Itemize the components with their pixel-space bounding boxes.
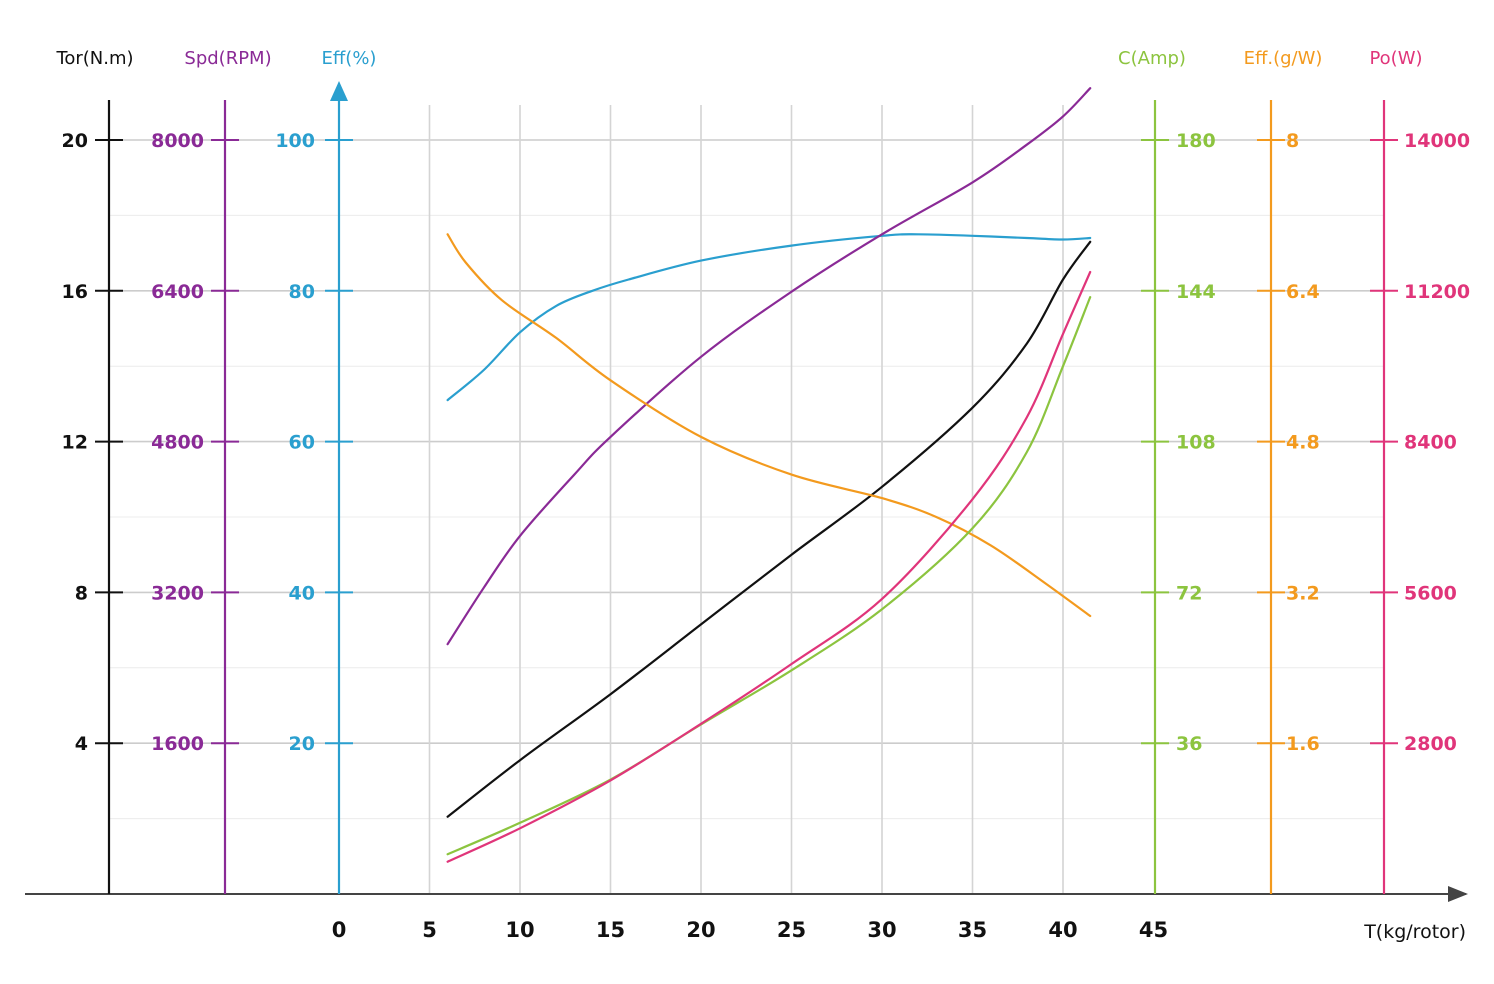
tick-label-po: 2800 <box>1404 733 1457 755</box>
tick-label-cur: 72 <box>1176 582 1202 604</box>
tick-label-cur: 36 <box>1176 733 1202 755</box>
tick-label-spd: 8000 <box>151 130 204 152</box>
grid <box>109 105 1384 894</box>
tick-label-spd: 3200 <box>151 582 204 604</box>
axis-title-cur: C(Amp) <box>1118 48 1186 69</box>
x-tick-label: 10 <box>505 918 534 942</box>
axis-title-eff: Eff(%) <box>322 48 377 69</box>
tick-label-effg: 6.4 <box>1286 281 1320 303</box>
axis-title-effg: Eff.(g/W) <box>1244 48 1323 69</box>
tick-label-tor: 16 <box>62 281 88 303</box>
series-line-tor <box>446 240 1092 818</box>
x-tick-label: 40 <box>1048 918 1077 942</box>
x-tick-label: 15 <box>596 918 625 942</box>
axes <box>25 81 1468 902</box>
tick-label-cur: 180 <box>1176 130 1216 152</box>
x-tick-label: 35 <box>958 918 987 942</box>
tick-label-po: 8400 <box>1404 432 1457 454</box>
tick-label-effg: 8 <box>1286 130 1299 152</box>
tick-label-cur: 144 <box>1176 281 1216 303</box>
axis-arrow-eff <box>330 81 348 101</box>
tick-label-po: 11200 <box>1404 281 1470 303</box>
tick-label-po: 5600 <box>1404 582 1457 604</box>
labels: Tor(N.m) 4 8 12 16 20 Spd(RPM) 1600 3200 4800 6400… <box>55 48 1470 943</box>
x-tick-label: 30 <box>867 918 896 942</box>
tick-label-eff: 40 <box>289 582 315 604</box>
tick-label-tor: 4 <box>75 733 88 755</box>
x-axis-title: T(kg/rotor) <box>1363 921 1466 943</box>
series-line-po <box>446 270 1092 863</box>
series-line-spd <box>446 87 1092 646</box>
tick-label-tor: 12 <box>62 432 88 454</box>
x-tick-label: 45 <box>1139 918 1168 942</box>
x-tick-label: 25 <box>777 918 806 942</box>
tick-label-effg: 1.6 <box>1286 733 1320 755</box>
tick-label-cur: 108 <box>1176 432 1216 454</box>
x-tick-label: 0 <box>332 918 347 942</box>
series <box>446 87 1092 863</box>
x-tick-label: 20 <box>686 918 715 942</box>
tick-label-effg: 4.8 <box>1286 432 1320 454</box>
series-line-eff <box>446 233 1092 402</box>
series-line-effg <box>446 233 1092 618</box>
tick-label-tor: 8 <box>75 582 88 604</box>
tick-label-tor: 20 <box>62 130 88 152</box>
tick-label-po: 14000 <box>1404 130 1470 152</box>
axis-title-tor: Tor(N.m) <box>55 48 133 69</box>
axis-title-spd: Spd(RPM) <box>184 48 271 69</box>
series-line-cur <box>446 296 1092 856</box>
tick-label-spd: 1600 <box>151 733 204 755</box>
tick-label-spd: 4800 <box>151 432 204 454</box>
tick-label-eff: 60 <box>289 432 315 454</box>
axis-title-po: Po(W) <box>1369 48 1422 69</box>
x-tick-label: 5 <box>422 918 437 942</box>
tick-label-spd: 6400 <box>151 281 204 303</box>
tick-label-eff: 20 <box>289 733 315 755</box>
tick-label-eff: 80 <box>289 281 315 303</box>
tick-label-effg: 3.2 <box>1286 582 1320 604</box>
tick-label-eff: 100 <box>275 130 315 152</box>
